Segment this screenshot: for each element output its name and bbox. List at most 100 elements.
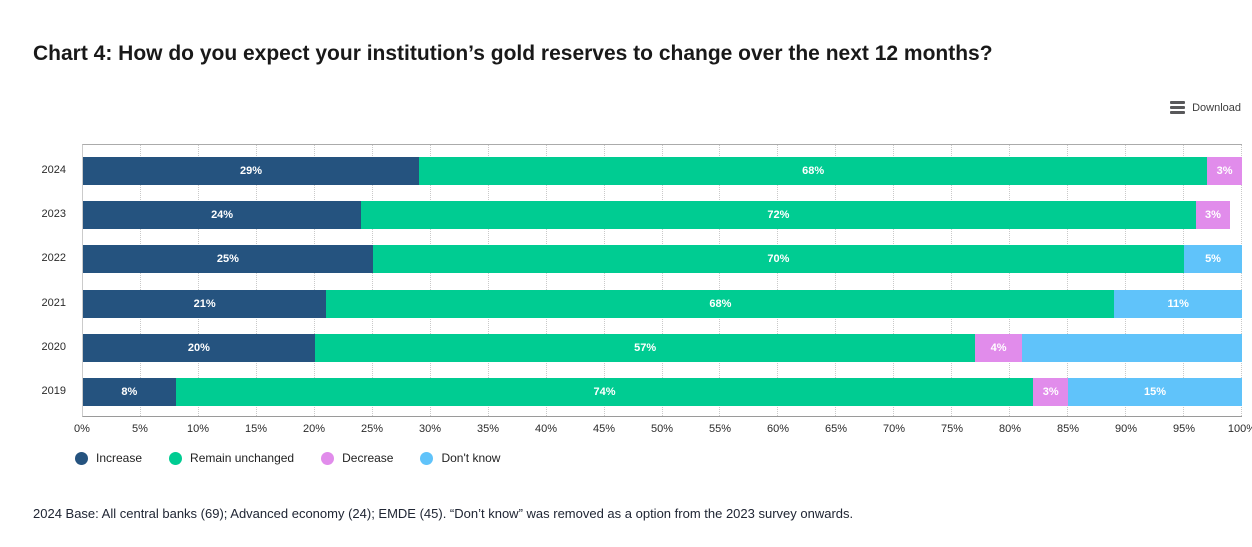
bar-value-label: 5% — [1205, 253, 1221, 266]
bar-value-label: 3% — [1205, 209, 1221, 222]
bar-row: 25% 70% 5% — [83, 245, 1242, 274]
x-axis-tick-label: 10% — [186, 423, 210, 435]
gridline — [835, 145, 837, 416]
x-axis-tick-label: 50% — [650, 423, 674, 435]
gridline — [429, 145, 431, 416]
bar-value-label: 70% — [767, 253, 790, 266]
bar-segment-remain-unchanged[interactable]: 72% — [361, 201, 1196, 230]
x-axis-tick-label: 15% — [244, 423, 268, 435]
x-axis-tick-label: 95% — [1172, 423, 1196, 435]
legend-item-don-t-know[interactable]: Don't know — [420, 451, 500, 465]
bar-segment-decrease[interactable]: 3% — [1033, 378, 1069, 406]
legend-label: Decrease — [342, 451, 394, 465]
bar-value-label: 20% — [187, 341, 210, 354]
bar-value-label: 3% — [1042, 386, 1059, 398]
download-button[interactable]: Download — [1170, 101, 1241, 114]
legend-item-increase[interactable]: Increase — [75, 451, 142, 465]
legend-item-decrease[interactable]: Decrease — [321, 451, 393, 465]
y-axis-label: 2020 — [41, 340, 66, 353]
bar-segment-don-t-know[interactable]: 11% — [1114, 289, 1242, 318]
gridline — [197, 145, 199, 416]
bar-segment-decrease[interactable]: 4% — [975, 333, 1022, 362]
bar-value-label: 3% — [1216, 165, 1233, 177]
gridline — [603, 145, 605, 416]
x-axis-tick-label: 25% — [360, 423, 384, 435]
x-axis-tick-label: 20% — [302, 423, 326, 435]
bar-segment-increase[interactable]: 8% — [83, 378, 176, 406]
bar-row: 8% 74% 3% 15% — [83, 378, 1242, 406]
bar-segment-decrease[interactable]: 3% — [1207, 157, 1242, 185]
bar-value-label: 4% — [990, 341, 1007, 354]
chart-title: Chart 4: How do you expect your institut… — [33, 42, 993, 65]
legend-marker — [420, 451, 434, 465]
bar-segment-remain-unchanged[interactable]: 68% — [326, 289, 1115, 318]
y-axis-labels: 2024 2023 2022 2021 2020 2019 — [0, 144, 75, 417]
bar-segment-increase[interactable]: 20% — [83, 333, 315, 362]
y-axis-label: 2024 — [41, 164, 66, 176]
bar-segment-don-t-know[interactable]: 5% — [1184, 245, 1242, 274]
bar-segment-increase[interactable]: 24% — [83, 201, 362, 230]
x-axis-tick-label: 30% — [418, 423, 442, 435]
plot-area: 29% 68% 3% 24% 72% 3% 25% 70% 5% 21% 68% 11% 20% 57% 4… — [82, 144, 1242, 417]
y-axis-label: 2022 — [41, 252, 66, 265]
bar-segment-remain-unchanged[interactable]: 70% — [372, 245, 1185, 274]
download-menu-icon — [1170, 101, 1186, 114]
bar-segment-increase[interactable]: 29% — [83, 157, 420, 185]
y-axis-label: 2023 — [41, 208, 66, 221]
bar-segment-don-t-know[interactable]: 15% — [1068, 378, 1242, 406]
bar-value-label: 72% — [767, 209, 790, 222]
bar-row: 20% 57% 4% — [83, 333, 1242, 362]
gridline — [951, 145, 953, 416]
x-axis-tick-label: 0% — [74, 423, 90, 435]
gridline — [255, 145, 257, 416]
bar-segment-increase[interactable]: 21% — [83, 289, 327, 318]
gridline — [1009, 145, 1011, 416]
y-axis-label: 2021 — [41, 296, 66, 309]
bar-value-label: 11% — [1167, 297, 1189, 310]
x-axis-tick-label: 60% — [766, 423, 790, 435]
bar-value-label: 57% — [634, 341, 657, 354]
bar-segment-remain-unchanged[interactable]: 57% — [314, 333, 976, 362]
legend-label: Don't know — [441, 451, 501, 465]
gridline — [1067, 145, 1069, 416]
bar-value-label: 21% — [193, 297, 216, 310]
legend-marker — [321, 451, 335, 465]
bar-segment-decrease[interactable]: 3% — [1195, 201, 1231, 230]
bar-segment-increase[interactable]: 25% — [83, 245, 373, 274]
bar-row: 21% 68% 11% — [83, 289, 1242, 318]
x-axis-tick-label: 45% — [592, 423, 616, 435]
x-axis-tick-label: 85% — [1056, 423, 1080, 435]
bar-segment-don-t-know[interactable] — [1021, 333, 1242, 362]
gridline — [1125, 145, 1127, 416]
x-axis-tick-label: 35% — [476, 423, 500, 435]
bar-value-label: 68% — [709, 297, 732, 310]
bar-value-label: 74% — [593, 386, 616, 398]
bar-segment-remain-unchanged[interactable]: 74% — [175, 378, 1034, 406]
legend-label: Remain unchanged — [190, 451, 295, 465]
x-axis-tick-label: 70% — [882, 423, 906, 435]
bar-segment-remain-unchanged[interactable]: 68% — [419, 157, 1208, 185]
gridline — [545, 145, 547, 416]
bar-value-label: 24% — [211, 209, 234, 222]
gridline — [313, 145, 315, 416]
x-axis-tick-label: 65% — [824, 423, 848, 435]
gridline — [1183, 145, 1185, 416]
gridline — [1241, 145, 1242, 416]
legend-item-remain-unchanged[interactable]: Remain unchanged — [169, 451, 294, 465]
x-axis-tick-label: 40% — [534, 423, 558, 435]
gridline — [139, 145, 141, 416]
gridline — [719, 145, 721, 416]
x-axis-tick-label: 80% — [998, 423, 1022, 435]
bar-value-label: 25% — [216, 253, 239, 266]
gridline — [371, 145, 373, 416]
gridline — [661, 145, 663, 416]
bar-value-label: 15% — [1144, 386, 1167, 398]
bar-value-label: 29% — [240, 165, 263, 177]
bar-row: 24% 72% 3% — [83, 201, 1242, 230]
download-button-label: Download — [1192, 101, 1241, 114]
legend: Increase Remain unchanged Decrease Don't kn… — [75, 451, 500, 465]
y-axis-label: 2019 — [41, 385, 66, 397]
x-axis-tick-label: 100% — [1227, 423, 1252, 435]
x-axis-tick-label: 55% — [708, 423, 732, 435]
footnote: 2024 Base: All central banks (69); Advan… — [33, 506, 854, 521]
